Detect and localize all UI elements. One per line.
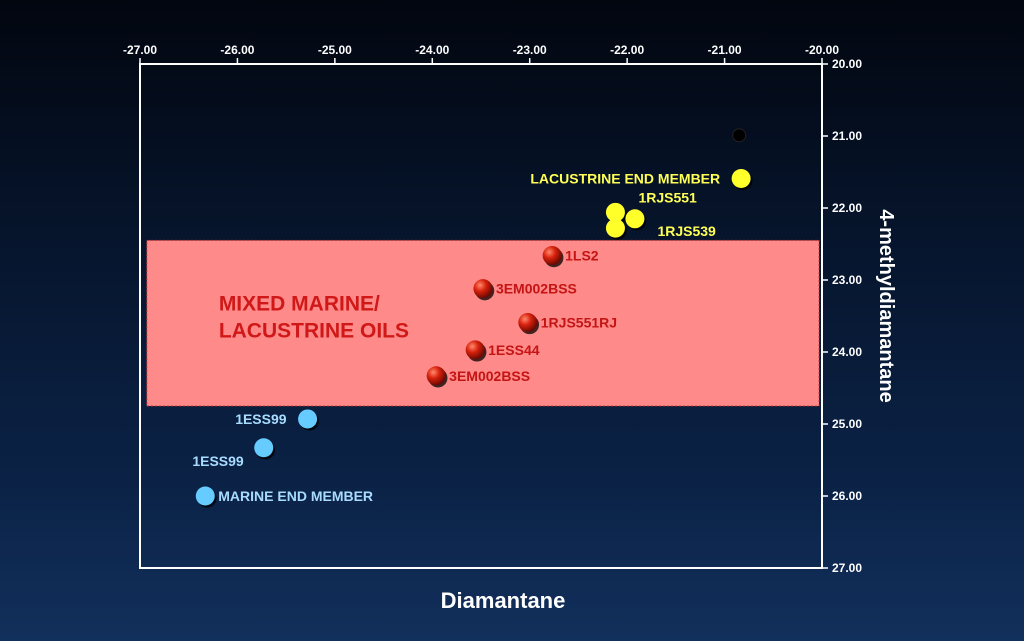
data-point-label: LACUSTRINE END MEMBER [530,170,720,186]
data-point [732,128,747,143]
data-point-label: MARINE END MEMBER [218,488,373,504]
data-point-label: 1RJS539 [657,223,716,239]
data-point-label: 3EM002BSS [496,281,577,297]
x-tick-label: -21.00 [708,43,742,57]
y-axis-title: 4-methyldiamantane [875,209,897,402]
x-axis-title: Diamantane [441,588,566,613]
x-tick-label: -23.00 [513,43,547,57]
y-tick-label: 27.00 [832,561,862,575]
y-tick-label: 25.00 [832,417,862,431]
data-point-label: 1RJS551RJ [541,314,617,330]
axis-layer: -27.00 -26.00 -25.00 -24.00 -23.00 -22.00 -21.… [123,43,897,613]
data-point [625,209,645,229]
data-point [605,202,625,222]
data-point [195,486,215,506]
x-tick-label: -26.00 [220,43,254,57]
data-point [465,340,485,360]
data-point-label: 1ESS44 [488,342,540,358]
mixed-region-box [146,239,820,407]
x-tick-label: -24.00 [415,43,449,57]
x-tick-label: -20.00 [805,43,839,57]
y-tick-label: 24.00 [832,345,862,359]
y-tick-label: 23.00 [832,273,862,287]
x-tick-label: -25.00 [318,43,352,57]
region-label-line: MIXED MARINE/ [219,292,380,315]
x-tick-label: -22.00 [610,43,644,57]
data-point-label: 1ESS99 [192,453,244,469]
data-point [542,246,562,266]
data-point-label: 1LS2 [565,248,599,264]
data-point [298,409,318,429]
y-tick-label: 21.00 [832,129,862,143]
plot-frame [139,63,823,569]
points-layer [195,128,753,508]
data-point [254,438,274,458]
region-label-line: LACUSTRINE OILS [219,319,409,342]
data-point [518,312,538,332]
data-point [473,279,493,299]
labels-layer: LACUSTRINE END MEMBER 1RJS551 1RJS539 1LS2 3… [192,170,720,504]
data-point-label: 3EM002BSS [449,368,530,384]
y-tick-label: 20.00 [832,57,862,71]
y-tick-label: 22.00 [832,201,862,215]
data-point-label: 1ESS99 [235,411,287,427]
x-tick-label: -27.00 [123,43,157,57]
data-point-label: 1RJS551 [638,189,697,205]
region-layer: MIXED MARINE/LACUSTRINE OILS [146,239,820,407]
data-point [605,218,625,238]
data-point [426,366,446,386]
y-tick-label: 26.00 [832,489,862,503]
data-point [731,168,751,188]
